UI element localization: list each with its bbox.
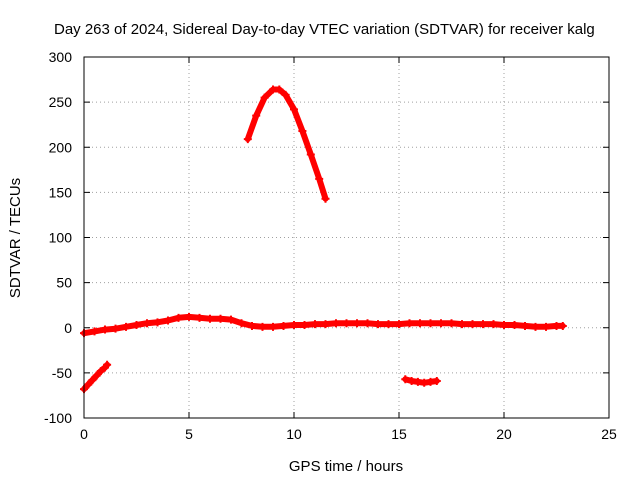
data-point bbox=[374, 320, 382, 329]
data-point bbox=[96, 367, 105, 376]
data-point bbox=[315, 174, 324, 183]
y-tick-label: 300 bbox=[49, 49, 73, 65]
data-point bbox=[558, 321, 567, 330]
data-point bbox=[122, 322, 130, 331]
y-tick-label: -100 bbox=[44, 410, 72, 426]
y-tick-label: 50 bbox=[56, 275, 72, 291]
x-tick-label: 10 bbox=[286, 426, 302, 442]
data-point bbox=[531, 322, 540, 331]
data-point bbox=[363, 319, 372, 328]
data-point bbox=[260, 93, 269, 102]
y-tick-label: 200 bbox=[49, 139, 73, 155]
data-point bbox=[227, 315, 235, 324]
y-tick-label: 250 bbox=[49, 94, 73, 110]
data-point bbox=[416, 319, 424, 328]
data-point bbox=[306, 150, 315, 159]
data-point bbox=[342, 319, 351, 328]
data-point bbox=[401, 375, 410, 384]
data-point bbox=[437, 319, 445, 328]
series-arc-track bbox=[244, 86, 329, 202]
data-point bbox=[275, 85, 284, 94]
data-point bbox=[405, 319, 414, 328]
data-point bbox=[311, 320, 319, 329]
data-point bbox=[132, 321, 141, 330]
y-tick-label: -50 bbox=[52, 365, 72, 381]
data-point bbox=[111, 324, 120, 333]
data-point bbox=[458, 320, 466, 329]
data-point bbox=[298, 127, 307, 136]
data-point bbox=[300, 321, 309, 330]
data-point bbox=[185, 312, 193, 321]
data-point bbox=[258, 322, 267, 331]
x-tick-label: 5 bbox=[185, 426, 193, 442]
data-point bbox=[479, 320, 487, 329]
data-point bbox=[447, 319, 456, 328]
data-point bbox=[290, 105, 298, 114]
data-point bbox=[510, 321, 519, 330]
data-point bbox=[290, 321, 298, 330]
x-axis-label: GPS time / hours bbox=[289, 458, 403, 475]
data-point bbox=[243, 135, 252, 144]
data-point bbox=[101, 325, 109, 334]
axis-ticks: 0 5 10 15 20 25 -100 -50 0 50 100 150 200 250 300 bbox=[44, 49, 617, 442]
data-point bbox=[353, 319, 361, 328]
data-point bbox=[321, 194, 330, 203]
data-point bbox=[521, 321, 529, 330]
data-point bbox=[252, 111, 261, 120]
data-point bbox=[281, 90, 290, 99]
data-point bbox=[195, 313, 204, 322]
x-tick-label: 0 bbox=[80, 426, 88, 442]
plot-frame bbox=[83, 56, 610, 419]
data-point bbox=[88, 376, 97, 385]
data-point bbox=[542, 322, 550, 331]
data-point bbox=[164, 316, 172, 325]
data-point bbox=[489, 320, 498, 329]
x-tick-label: 20 bbox=[496, 426, 512, 442]
y-tick-label: 100 bbox=[49, 230, 73, 246]
chart-title: Day 263 of 2024, Sidereal Day-to-day VTE… bbox=[54, 21, 595, 38]
y-tick-label: 150 bbox=[49, 184, 73, 200]
data-point bbox=[206, 314, 214, 323]
data-point bbox=[174, 313, 183, 322]
data-point bbox=[332, 319, 340, 328]
grid bbox=[84, 57, 609, 418]
data-point bbox=[103, 360, 112, 369]
data-point bbox=[432, 376, 441, 385]
data-point bbox=[321, 320, 330, 329]
data-point bbox=[153, 318, 162, 327]
data-point bbox=[426, 319, 435, 328]
data-point bbox=[143, 319, 151, 328]
data-series-layer bbox=[80, 85, 567, 394]
data-point bbox=[468, 320, 477, 329]
data-point bbox=[248, 321, 256, 330]
data-point bbox=[216, 314, 225, 323]
data-point bbox=[84, 380, 93, 389]
data-point bbox=[279, 321, 288, 330]
data-point bbox=[384, 320, 393, 329]
data-point bbox=[269, 322, 277, 331]
y-tick-label: 0 bbox=[64, 320, 72, 336]
x-tick-label: 15 bbox=[391, 426, 407, 442]
data-point bbox=[237, 319, 246, 328]
x-tick-label: 25 bbox=[601, 426, 617, 442]
data-point bbox=[92, 371, 101, 380]
y-axis-label: SDTVAR / TECUs bbox=[7, 178, 24, 298]
data-point bbox=[90, 327, 99, 336]
data-point bbox=[500, 321, 508, 330]
data-point bbox=[395, 320, 403, 329]
